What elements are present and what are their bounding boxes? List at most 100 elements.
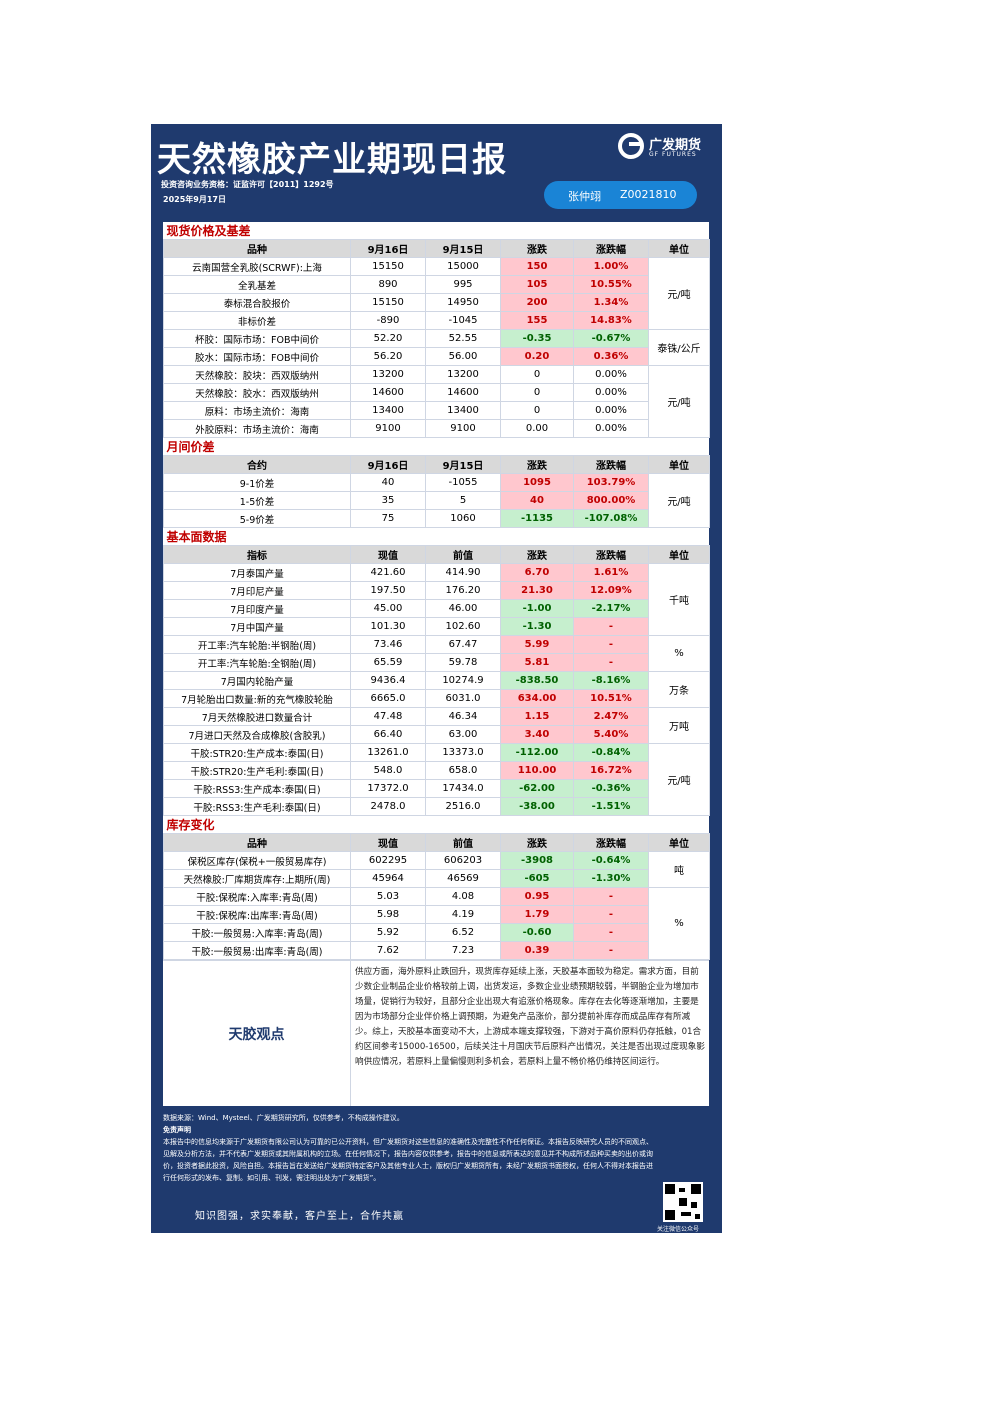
cell: 6.52 (425, 923, 501, 942)
cell: 15150 (350, 257, 426, 276)
analyst-badge: 张仲翊 Z0021810 (544, 181, 697, 209)
row-label: 杯胶：国际市场：FOB中间价 (163, 329, 351, 348)
data-row: 7月泰国产量 421.60 414.90 6.70 1.61% 千吨 (163, 563, 711, 636)
cell: 6.70 (500, 563, 574, 582)
cell: 13373.0 (425, 743, 501, 762)
data-row: 7月印度产量 45.00 46.00 -1.00 -2.17% (163, 599, 710, 618)
row-label: 7月天然橡胶进口数量合计 (163, 707, 351, 726)
column-header: 现值 (350, 833, 426, 852)
cell: 59.78 (425, 653, 501, 672)
logo-mark (618, 133, 644, 159)
unit: 元/吨 (647, 365, 711, 438)
cell: 17372.0 (350, 779, 426, 798)
cell: 1.61% (573, 563, 649, 582)
column-header: 前值 (425, 833, 501, 852)
cell: 103.79% (573, 473, 649, 492)
row-label: 胶水：国际市场：FOB中间价 (163, 347, 351, 366)
cell: 2516.0 (425, 797, 501, 816)
cell: 1.34% (573, 293, 649, 312)
cell: 197.50 (350, 581, 426, 600)
row-label: 外胶原料：市场主流价：海南 (163, 419, 351, 438)
cell: -8.16% (573, 671, 649, 690)
cell: 13261.0 (350, 743, 426, 762)
data-row: 干胶:一般贸易:入库率:青岛(周) 5.92 6.52 -0.60- (163, 923, 710, 942)
cell: -0.67% (573, 329, 649, 348)
qr-caption: 关注微信公众号 (657, 1226, 700, 1233)
data-row: 干胶:保税库:入库率:青岛(周) 5.03 4.08 0.95-% (163, 887, 711, 960)
row-label: 干胶:一般贸易:出库率:青岛(周) (163, 941, 351, 960)
row-label: 保税区库存(保税+一般贸易库存) (163, 851, 351, 870)
column-header: 现值 (350, 545, 426, 564)
cell: -838.50 (500, 671, 574, 690)
cell: - (573, 617, 649, 636)
cell: 73.46 (350, 635, 426, 654)
cell: 6031.0 (425, 689, 501, 708)
row-label: 7月进口天然及合成橡胶(含胶乳) (163, 725, 351, 744)
row-label: 非标价差 (163, 311, 351, 330)
cell: 52.55 (425, 329, 501, 348)
cell: 0.00 (500, 419, 574, 438)
cell: 40 (350, 473, 426, 492)
data-row: 杯胶：国际市场：FOB中间价 52.20 52.55 -0.35 -0.67% 泰铢/公斤 (163, 329, 711, 366)
header-row: 品种 9月16日 9月15日 涨跌 涨跌幅 单位 (163, 239, 711, 258)
row-label: 天然橡胶：胶块：西双版纳州 (163, 365, 351, 384)
section-title: 月间价差 (166, 440, 215, 454)
section-row: 现货价格及基差 (164, 222, 710, 240)
row-label: 9-1价差 (163, 473, 351, 492)
cell: 46.00 (425, 599, 501, 618)
cell: 4.19 (425, 905, 501, 924)
report-date: 2025年9月17日 (163, 195, 226, 204)
row-label: 干胶:一般贸易:入库率:青岛(周) (163, 923, 351, 942)
cell: 15150 (350, 293, 426, 312)
data-row: 开工率:汽车轮胎:半钢胎(周) 73.46 67.47 5.99-% (163, 635, 711, 672)
cell: 0.00% (573, 401, 649, 420)
row-label: 7月印度产量 (163, 599, 351, 618)
cell: -0.64% (573, 851, 649, 870)
data-row: 7月天然橡胶进口数量合计 47.48 46.34 1.15 2.47% 万吨 (163, 707, 711, 744)
data-row: 9-1价差 40 -1055 1095 103.79% 元/吨 (163, 473, 711, 528)
column-header: 涨跌幅 (573, 455, 649, 474)
cell: -1.51% (573, 797, 649, 816)
cell: 0.95 (500, 887, 574, 906)
row-label: 干胶:STR20:生产成本:泰国(日) (163, 743, 351, 762)
data-row: 7月国内轮胎产量 9436.4 10274.9 -838.50 -8.16% 万条 (163, 671, 711, 708)
cell: 0.39 (500, 941, 574, 960)
disclaimer: 本报告中的信息均来源于广发期货有限公司认为可靠的已公开资料，但广发期货对这些信息… (163, 1138, 653, 1182)
row-label: 7月中国产量 (163, 617, 351, 636)
cell: 16.72% (573, 761, 649, 780)
cell: -1.30% (573, 869, 649, 888)
cell: 2.47% (573, 707, 649, 726)
qr-code (663, 1182, 703, 1222)
analyst-name: 张仲翊 (568, 190, 601, 203)
data-row: 干胶:STR20:生产毛利:泰国(日) 548.0 658.0 110.00 16.72… (163, 761, 710, 780)
cell: 63.00 (425, 725, 501, 744)
cell: 14600 (425, 383, 501, 402)
cell: 6665.0 (350, 689, 426, 708)
data-row: 7月进口天然及合成橡胶(含胶乳) 66.40 63.00 3.40 5.40% (163, 725, 710, 744)
license: 投资咨询业务资格：证监许可【2011】1292号 (161, 180, 334, 189)
cell: 7.23 (425, 941, 501, 960)
disclaimer-title: 免责声明 (163, 1126, 191, 1134)
row-label: 干胶:保税库:出库率:青岛(周) (163, 905, 351, 924)
column-header: 合约 (163, 455, 351, 474)
cell: 0 (500, 401, 574, 420)
analyst-id: Z0021810 (620, 188, 677, 201)
cell: 0.00% (573, 365, 649, 384)
cell: 2478.0 (350, 797, 426, 816)
cell: 21.30 (500, 581, 574, 600)
cell: 548.0 (350, 761, 426, 780)
unit: 万吨 (647, 707, 711, 744)
cell: -1045 (425, 311, 501, 330)
data-row: 全乳基差 890 995 105 10.55% (163, 275, 710, 294)
data-row: 干胶:保税库:出库率:青岛(周) 5.98 4.19 1.79- (163, 905, 710, 924)
slogan: 知识图强，求实奉献，客户至上，合作共赢 (195, 1211, 404, 1222)
data-row: 胶水：国际市场：FOB中间价 56.20 56.00 0.20 0.36% (163, 347, 710, 366)
cell: -38.00 (500, 797, 574, 816)
cell: 150 (500, 257, 574, 276)
row-label: 干胶:RSS3:生产成本:泰国(日) (163, 779, 351, 798)
column-header: 涨跌幅 (573, 545, 649, 564)
cell: 10.51% (573, 689, 649, 708)
cell: 658.0 (425, 761, 501, 780)
cell: 15000 (425, 257, 501, 276)
